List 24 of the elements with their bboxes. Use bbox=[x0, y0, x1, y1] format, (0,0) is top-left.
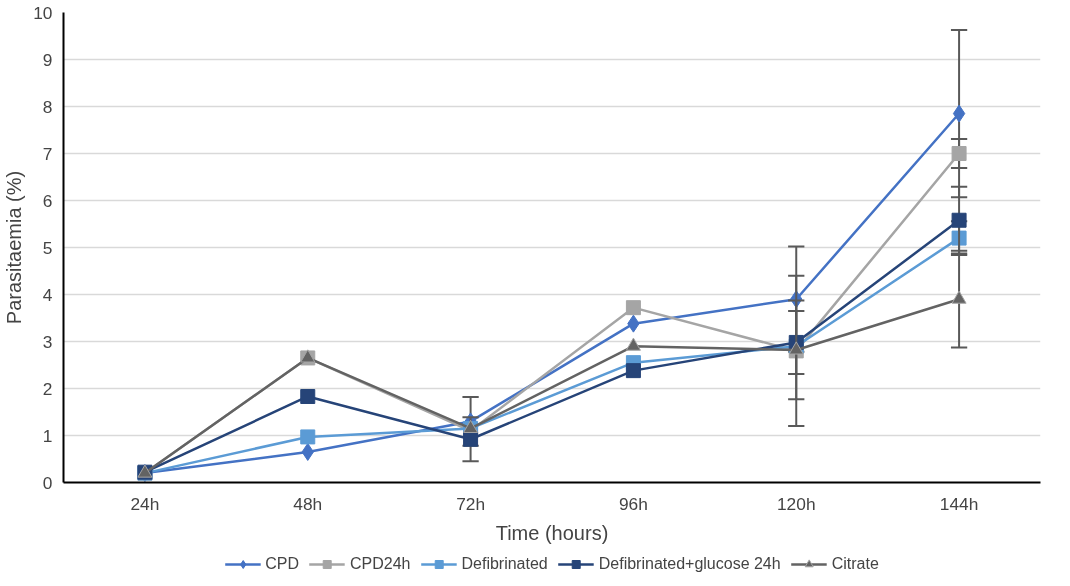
legend-label: Defibrinated+glucose 24h bbox=[598, 555, 781, 573]
y-tick-label: 6 bbox=[42, 190, 53, 211]
y-tick-label: 10 bbox=[33, 2, 53, 23]
y-tick-label: 7 bbox=[42, 143, 53, 164]
x-tick-label: 144h bbox=[939, 493, 979, 514]
legend-label: CPD bbox=[265, 555, 299, 573]
y-tick-label: 3 bbox=[42, 331, 53, 352]
x-axis-title: Time (hours) bbox=[495, 521, 609, 544]
x-tick-label: 24h bbox=[130, 493, 160, 514]
y-tick-label: 0 bbox=[42, 472, 53, 493]
y-tick-label: 5 bbox=[42, 237, 53, 258]
legend-label: CPD24h bbox=[349, 555, 411, 573]
y-tick-label: 1 bbox=[42, 425, 53, 446]
y-tick-label: 9 bbox=[42, 49, 53, 70]
y-axis-title: Parasitaemia (%) bbox=[3, 170, 26, 325]
y-tick-label: 8 bbox=[42, 96, 53, 117]
x-tick-label: 72h bbox=[456, 493, 486, 514]
y-tick-label: 4 bbox=[42, 284, 53, 305]
legend-label: Citrate bbox=[831, 555, 879, 573]
x-tick-label: 48h bbox=[293, 493, 323, 514]
y-tick-label: 2 bbox=[42, 378, 53, 399]
x-tick-label: 120h bbox=[776, 493, 816, 514]
legend-label: Defibrinated bbox=[461, 555, 548, 573]
x-tick-label: 96h bbox=[618, 493, 648, 514]
